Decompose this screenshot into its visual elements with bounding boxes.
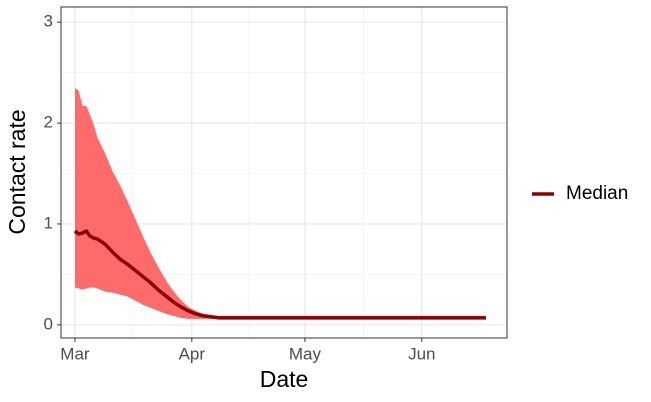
x-tick-label: Jun <box>408 344 435 363</box>
y-tick-label: 0 <box>44 314 53 333</box>
y-axis-title: Contact rate <box>4 109 30 234</box>
y-tick-label: 3 <box>44 12 53 31</box>
legend-label: Median <box>566 183 628 204</box>
median-line <box>73 229 486 320</box>
x-axis-title: Date <box>260 366 309 392</box>
x-tick-label: Mar <box>60 344 90 363</box>
x-tick-label: Apr <box>179 344 206 363</box>
y-tick-label: 2 <box>44 113 53 132</box>
y-tick-label: 1 <box>44 213 53 232</box>
plot-area <box>73 87 486 320</box>
x-tick-label: May <box>289 344 322 363</box>
panel-border <box>60 6 508 339</box>
